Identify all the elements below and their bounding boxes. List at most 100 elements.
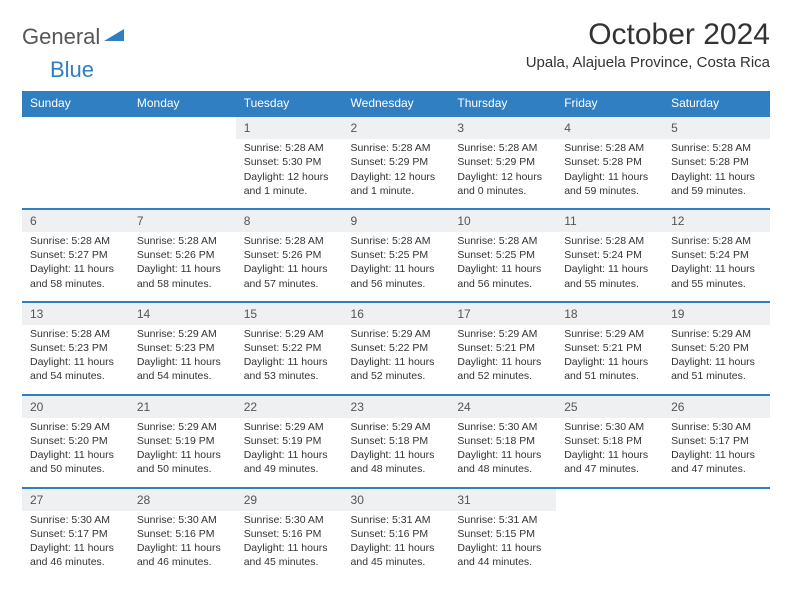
sunrise-line: Sunrise: 5:28 AM bbox=[244, 141, 335, 155]
daylight-line: Daylight: 11 hours and 59 minutes. bbox=[671, 170, 762, 198]
sunrise-line: Sunrise: 5:28 AM bbox=[351, 141, 442, 155]
day-number-cell: 31 bbox=[449, 488, 556, 511]
sunrise-line: Sunrise: 5:29 AM bbox=[137, 327, 228, 341]
sunset-line: Sunset: 5:21 PM bbox=[564, 341, 655, 355]
day-number-cell: 4 bbox=[556, 116, 663, 139]
day-data-cell: Sunrise: 5:29 AMSunset: 5:23 PMDaylight:… bbox=[129, 325, 236, 395]
sunset-line: Sunset: 5:29 PM bbox=[457, 155, 548, 169]
day-data-cell bbox=[663, 511, 770, 580]
day-data-cell: Sunrise: 5:29 AMSunset: 5:21 PMDaylight:… bbox=[556, 325, 663, 395]
daylight-line: Daylight: 11 hours and 55 minutes. bbox=[671, 262, 762, 290]
sunrise-line: Sunrise: 5:28 AM bbox=[457, 234, 548, 248]
day-number-cell: 1 bbox=[236, 116, 343, 139]
day-number-cell: 15 bbox=[236, 302, 343, 325]
day-data-cell: Sunrise: 5:31 AMSunset: 5:15 PMDaylight:… bbox=[449, 511, 556, 580]
day-number-cell: 11 bbox=[556, 209, 663, 232]
daylight-line: Daylight: 11 hours and 50 minutes. bbox=[137, 448, 228, 476]
sunrise-line: Sunrise: 5:29 AM bbox=[351, 327, 442, 341]
location-text: Upala, Alajuela Province, Costa Rica bbox=[526, 54, 770, 71]
daylight-line: Daylight: 11 hours and 48 minutes. bbox=[351, 448, 442, 476]
day-number-cell: 16 bbox=[343, 302, 450, 325]
day-number-cell: 21 bbox=[129, 395, 236, 418]
sunrise-line: Sunrise: 5:29 AM bbox=[244, 327, 335, 341]
daylight-line: Daylight: 11 hours and 58 minutes. bbox=[137, 262, 228, 290]
day-number-row: 20212223242526 bbox=[22, 395, 770, 418]
sunrise-line: Sunrise: 5:31 AM bbox=[457, 513, 548, 527]
weekday-header: Monday bbox=[129, 91, 236, 116]
day-number-cell: 2 bbox=[343, 116, 450, 139]
day-number-cell: 8 bbox=[236, 209, 343, 232]
day-number-cell: 22 bbox=[236, 395, 343, 418]
logo-triangle-icon bbox=[104, 27, 124, 48]
sunset-line: Sunset: 5:30 PM bbox=[244, 155, 335, 169]
daylight-line: Daylight: 11 hours and 47 minutes. bbox=[671, 448, 762, 476]
sunset-line: Sunset: 5:25 PM bbox=[351, 248, 442, 262]
sunrise-line: Sunrise: 5:30 AM bbox=[457, 420, 548, 434]
day-data-cell: Sunrise: 5:29 AMSunset: 5:20 PMDaylight:… bbox=[22, 418, 129, 488]
sunset-line: Sunset: 5:18 PM bbox=[351, 434, 442, 448]
sunrise-line: Sunrise: 5:28 AM bbox=[564, 141, 655, 155]
day-number-cell: 10 bbox=[449, 209, 556, 232]
sunrise-line: Sunrise: 5:29 AM bbox=[30, 420, 121, 434]
sunset-line: Sunset: 5:26 PM bbox=[244, 248, 335, 262]
daylight-line: Daylight: 11 hours and 50 minutes. bbox=[30, 448, 121, 476]
weekday-header: Tuesday bbox=[236, 91, 343, 116]
calendar-table: SundayMondayTuesdayWednesdayThursdayFrid… bbox=[22, 91, 770, 579]
sunrise-line: Sunrise: 5:29 AM bbox=[564, 327, 655, 341]
day-data-cell: Sunrise: 5:29 AMSunset: 5:19 PMDaylight:… bbox=[236, 418, 343, 488]
daylight-line: Daylight: 11 hours and 54 minutes. bbox=[30, 355, 121, 383]
day-number-cell: 18 bbox=[556, 302, 663, 325]
day-data-cell: Sunrise: 5:28 AMSunset: 5:25 PMDaylight:… bbox=[449, 232, 556, 302]
day-number-cell: 28 bbox=[129, 488, 236, 511]
sunrise-line: Sunrise: 5:28 AM bbox=[351, 234, 442, 248]
day-number-cell: 9 bbox=[343, 209, 450, 232]
sunrise-line: Sunrise: 5:28 AM bbox=[30, 327, 121, 341]
daylight-line: Daylight: 11 hours and 52 minutes. bbox=[351, 355, 442, 383]
sunrise-line: Sunrise: 5:28 AM bbox=[671, 234, 762, 248]
sunset-line: Sunset: 5:20 PM bbox=[30, 434, 121, 448]
sunset-line: Sunset: 5:19 PM bbox=[137, 434, 228, 448]
daylight-line: Daylight: 12 hours and 0 minutes. bbox=[457, 170, 548, 198]
day-number-cell bbox=[129, 116, 236, 139]
day-data-cell: Sunrise: 5:30 AMSunset: 5:18 PMDaylight:… bbox=[449, 418, 556, 488]
sunrise-line: Sunrise: 5:30 AM bbox=[671, 420, 762, 434]
day-number-cell: 23 bbox=[343, 395, 450, 418]
day-number-cell: 6 bbox=[22, 209, 129, 232]
calendar-body: 12345Sunrise: 5:28 AMSunset: 5:30 PMDayl… bbox=[22, 116, 770, 579]
weekday-header: Friday bbox=[556, 91, 663, 116]
sunset-line: Sunset: 5:18 PM bbox=[457, 434, 548, 448]
day-number-cell: 7 bbox=[129, 209, 236, 232]
day-number-cell: 12 bbox=[663, 209, 770, 232]
daylight-line: Daylight: 11 hours and 55 minutes. bbox=[564, 262, 655, 290]
day-number-cell: 20 bbox=[22, 395, 129, 418]
sunrise-line: Sunrise: 5:28 AM bbox=[457, 141, 548, 155]
sunrise-line: Sunrise: 5:29 AM bbox=[137, 420, 228, 434]
sunrise-line: Sunrise: 5:30 AM bbox=[137, 513, 228, 527]
daylight-line: Daylight: 11 hours and 53 minutes. bbox=[244, 355, 335, 383]
day-data-cell: Sunrise: 5:28 AMSunset: 5:25 PMDaylight:… bbox=[343, 232, 450, 302]
weekday-header: Thursday bbox=[449, 91, 556, 116]
day-number-cell: 13 bbox=[22, 302, 129, 325]
day-data-row: Sunrise: 5:28 AMSunset: 5:27 PMDaylight:… bbox=[22, 232, 770, 302]
daylight-line: Daylight: 11 hours and 56 minutes. bbox=[457, 262, 548, 290]
sunset-line: Sunset: 5:22 PM bbox=[351, 341, 442, 355]
day-data-cell: Sunrise: 5:28 AMSunset: 5:26 PMDaylight:… bbox=[236, 232, 343, 302]
day-number-cell: 3 bbox=[449, 116, 556, 139]
day-data-row: Sunrise: 5:28 AMSunset: 5:23 PMDaylight:… bbox=[22, 325, 770, 395]
day-data-cell: Sunrise: 5:28 AMSunset: 5:30 PMDaylight:… bbox=[236, 139, 343, 209]
daylight-line: Daylight: 11 hours and 46 minutes. bbox=[137, 541, 228, 569]
weekday-header: Sunday bbox=[22, 91, 129, 116]
sunset-line: Sunset: 5:28 PM bbox=[671, 155, 762, 169]
day-data-cell: Sunrise: 5:30 AMSunset: 5:17 PMDaylight:… bbox=[22, 511, 129, 580]
day-number-cell: 29 bbox=[236, 488, 343, 511]
day-data-cell: Sunrise: 5:28 AMSunset: 5:29 PMDaylight:… bbox=[343, 139, 450, 209]
sunset-line: Sunset: 5:17 PM bbox=[30, 527, 121, 541]
logo: General bbox=[22, 18, 126, 50]
day-data-row: Sunrise: 5:30 AM Sunset: 5:17 PM Daylight:… bbox=[22, 511, 770, 580]
day-data-cell: Sunrise: 5:28 AMSunset: 5:27 PMDaylight:… bbox=[22, 232, 129, 302]
day-data-cell: Sunrise: 5:29 AMSunset: 5:21 PMDaylight:… bbox=[449, 325, 556, 395]
day-number-cell: 5 bbox=[663, 116, 770, 139]
day-data-cell: Sunrise: 5:29 AMSunset: 5:19 PMDaylight:… bbox=[129, 418, 236, 488]
day-data-row: Sunrise: 5:28 AMSunset: 5:30 PMDaylight:… bbox=[22, 139, 770, 209]
day-number-row: 12345 bbox=[22, 116, 770, 139]
